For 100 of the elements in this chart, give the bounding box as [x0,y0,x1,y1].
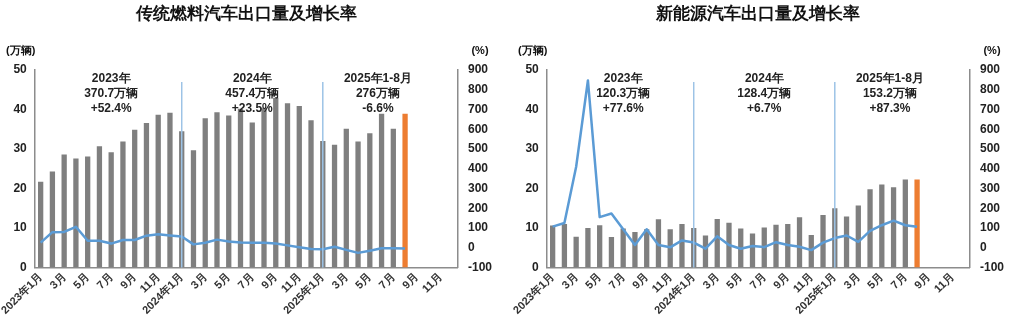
x-tick-label: 3月 [329,270,350,291]
bar [597,225,603,268]
bar [608,237,615,268]
bar [108,152,114,268]
x-tick-label: 3月 [559,270,580,291]
bar [726,222,732,268]
x-tick-label: 9月 [911,270,933,291]
bar [61,154,67,268]
annotation: 2025年1-8月 153.2万辆 +87.3% [855,71,924,116]
y2-tick-label: 300 [467,180,489,195]
bar [120,141,126,268]
bar [49,171,56,268]
y2-tick-label: 700 [467,101,489,116]
x-tick-label: 5月 [211,270,233,291]
x-tick-label: 3月 [841,270,862,291]
bar [132,129,138,268]
x-tick-label: 5月 [582,270,604,291]
bar [249,122,255,268]
bar [331,144,338,268]
y2-axis-title: (%) [983,43,1001,56]
bar [308,120,314,268]
y2-tick-label: 700 [979,101,1001,116]
bar [879,184,885,268]
bar [550,225,556,268]
y2-tick-label: 500 [467,141,489,156]
bar [96,146,103,268]
bar [561,224,568,268]
x-tick-label: 5月 [352,270,374,291]
bar [190,150,197,268]
bar [367,133,373,268]
x-tick-label: 3月 [47,270,68,291]
y-tick-label: 20 [13,180,28,195]
y2-tick-label: 100 [467,220,489,235]
y-axis-title: (万辆) [518,43,548,56]
bar [855,205,861,268]
y2-tick-label: 100 [979,220,1001,235]
chart-title: 传统燃料汽车出口量及增长率 [134,4,357,24]
y2-tick-label: 0 [979,240,987,255]
y2-tick-label: 400 [467,161,489,176]
bar [284,103,291,268]
x-tick-label: 9月 [258,270,280,291]
annotation: 2024年 457.4万辆 +23.5% [225,71,280,116]
y2-axis-title: (%) [471,43,489,56]
y-tick-label: 50 [525,62,540,77]
x-tick-label: 9月 [117,270,139,291]
x-tick-label: 7月 [94,270,115,291]
y-tick-label: 10 [525,220,540,235]
y-tick-label: 30 [525,141,540,156]
bar [914,179,920,268]
bar [167,112,173,268]
y2-tick-label: 200 [467,200,489,215]
bar [202,118,208,268]
bar [355,141,361,268]
chart-title: 新能源汽车出口量及增长率 [655,4,861,24]
y2-tick-label: 400 [979,161,1001,176]
bar [73,158,79,268]
bar [773,224,779,268]
x-tick-label: 3月 [188,270,209,291]
y2-tick-label: 300 [979,180,1001,195]
x-tick-label: 9月 [770,270,792,291]
bar [820,214,826,268]
x-tick-label: 3月 [700,270,721,291]
y2-tick-label: 600 [467,121,489,136]
x-tick-label: 7月 [606,270,627,291]
y-axis-title: (万辆) [6,43,36,56]
x-tick-label: 5月 [70,270,92,291]
y2-tick-label: 800 [979,82,1001,97]
bar [85,156,91,268]
y2-tick-label: 200 [979,200,1001,215]
y-tick-label: 50 [13,62,28,77]
annotation: 2024年 128.4万辆 +6.7% [737,71,792,116]
bar [343,128,349,268]
x-tick-label: 9月 [629,270,651,291]
x-tick-label: 7月 [888,270,909,291]
bar [155,114,161,268]
y2-tick-label: 800 [467,82,489,97]
y2-tick-label: 500 [979,141,1001,156]
y-tick-label: 10 [13,220,28,235]
y2-tick-label: -100 [979,259,1005,274]
x-tick-label: 11月 [419,270,444,295]
x-tick-label: 9月 [399,270,421,291]
y-tick-label: 0 [20,259,28,274]
y-tick-label: 30 [13,141,28,156]
y2-tick-label: 900 [467,62,489,77]
bar [273,97,279,268]
y2-tick-label: 0 [467,240,475,255]
x-tick-label: 5月 [723,270,745,291]
bar [226,115,232,268]
bar [296,105,302,268]
annotation: 2023年 120.3万辆 +77.6% [596,71,651,116]
bar [867,189,873,268]
y2-tick-label: 900 [979,62,1001,77]
bar [573,236,579,268]
bar [902,179,908,268]
annotation: 2025年1-8月 276万辆 -6.6% [343,71,412,116]
y-tick-label: 20 [525,180,540,195]
bar [38,181,44,268]
bar [378,113,385,268]
x-tick-label: 5月 [864,270,886,291]
x-tick-label: 7月 [235,270,256,291]
